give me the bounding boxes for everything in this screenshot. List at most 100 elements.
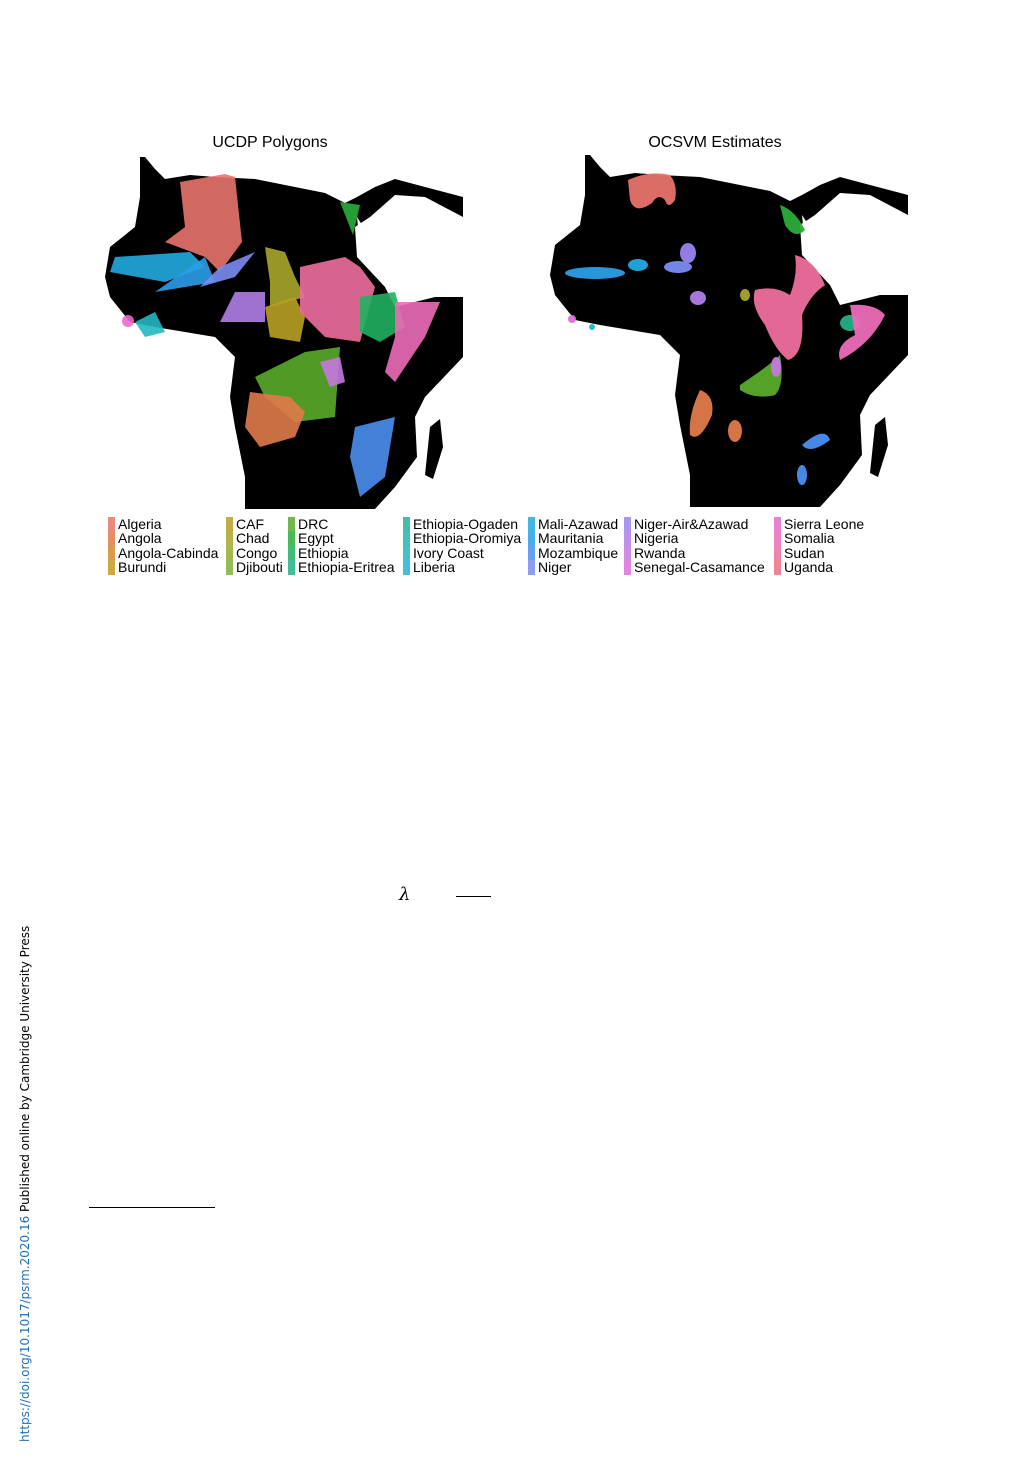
footnote-rule [89,1207,215,1208]
legend-item: CAF [226,517,283,531]
polygon-sierra-leone [122,315,134,327]
legend-swatch [774,531,781,546]
legend-label: Niger [538,559,572,576]
legend-item: Niger-Air&Azawad [624,517,765,531]
legend-column: CAF Chad Congo Djibouti [226,517,283,575]
published-note: Published online by Cambridge University… [18,925,32,1216]
legend-item: Ethiopia-Eritrea [288,560,395,575]
legend-label: Senegal-Casamance [634,559,765,576]
legend-item: Congo [226,545,283,561]
legend-item: Egypt [288,530,395,547]
legend-swatch [528,531,535,546]
legend-item: Djibouti [226,559,283,576]
legend-item: Angola [108,531,218,546]
estimate-angola [689,390,713,437]
sidebar-doi: https://doi.org/10.1017/psrm.2020.16 Pub… [18,926,32,1442]
mediterranean-sea [590,155,908,201]
panel-title-ocsvm: OCSVM Estimates [648,134,782,151]
legend-label: Uganda [784,559,834,576]
legend-label: Mozambique [538,544,619,561]
legend-label: Chad [236,530,270,547]
estimate-niger-air [680,243,696,263]
polygon-mozambique [350,417,395,497]
legend-swatch [624,531,631,546]
legend-item: Mali-Azawad [528,517,618,531]
estimate-nigeria [690,291,706,305]
polygon-egypt [340,202,360,235]
legend-item: Liberia [403,559,521,576]
legend-swatch [288,517,295,532]
legend-column: Algeria Angola Angola-Cabinda Burundi [108,517,218,575]
legend-swatch [528,560,535,575]
madagascar [870,417,888,477]
polygon-sudan [300,257,375,342]
legend-swatch [774,560,781,575]
polygon-algeria [165,174,242,272]
legend-label: DRC [298,516,329,532]
polygon-angola [245,392,305,447]
madagascar [425,419,443,479]
legend-item: Burundi [108,560,218,575]
legend-swatch [288,531,295,546]
legend-item: Mauritania [528,530,618,547]
doi-link[interactable]: https://doi.org/10.1017/psrm.2020.16 [18,1215,32,1442]
polygon-liberia [135,312,165,337]
estimate-somalia [839,304,885,360]
legend-item: Angola-Cabinda [108,545,218,560]
legend-swatch [403,560,410,575]
legend-label: Niger-Air&Azawad [634,516,749,532]
legend-swatch [288,560,295,575]
estimate-egypt [780,205,805,234]
figure-legend: Algeria Angola Angola-Cabinda Burundi CAF Cha… [108,517,908,577]
estimate-chad [740,289,750,301]
estimate-mauritania [565,267,625,279]
map-ocsvm-estimates [540,155,908,507]
legend-label: CAF [236,516,264,532]
polygon-niger [200,252,255,287]
map-ucdp-polygons [95,157,463,509]
legend-swatch [528,545,535,561]
legend-label: Algeria [118,516,162,532]
legend-label: Sierra Leone [784,516,865,532]
legend-item: Chad [226,530,283,547]
legend-swatch [403,545,410,561]
estimate-mozambique-2 [797,465,807,485]
polygon-uganda [320,357,345,387]
legend-label: Ethiopia [298,544,349,561]
legend-label: Sudan [784,544,825,561]
legend-item: Ethiopia [288,544,395,561]
legend-item: Mozambique [528,544,619,561]
legend-item: Niger [528,559,618,576]
mediterranean-sea [145,157,463,203]
legend-item: Sierra Leone [774,517,864,531]
legend-label: Mauritania [538,530,604,547]
legend-label: Mali-Azawad [538,516,619,532]
legend-column: Ethiopia-Ogaden Ethiopia-Oromiya Ivory Coa… [403,517,521,575]
legend-item: Senegal-Casamance [624,559,765,576]
legend-swatch [774,545,781,561]
legend-item: Uganda [774,559,864,576]
polygon-ethiopia [360,292,405,342]
legend-swatch [226,545,233,561]
africa-landmass [550,155,908,507]
estimate-mozambique [802,433,830,449]
legend-label: Rwanda [634,544,686,561]
legend-swatch [774,517,781,532]
legend-item: DRC [288,517,395,531]
legend-item: Rwanda [624,544,765,561]
estimate-angola-2 [728,420,742,442]
legend-label: Liberia [413,559,456,576]
legend-label: Egypt [298,530,334,547]
legend-item: Nigeria [624,531,765,546]
legend-swatch [108,517,115,532]
legend-label: Djibouti [236,559,283,576]
legend-swatch [108,531,115,546]
lambda-symbol: λ [399,884,411,905]
estimate-senegal [568,315,576,323]
panel-title-ucdp: UCDP Polygons [212,134,328,151]
legend-label: Ivory Coast [413,544,484,561]
legend-item: Ethiopia-Ogaden [403,517,521,531]
polygon-chad [265,247,305,307]
legend-column: DRC Egypt Ethiopia Ethiopia-Eritrea [288,517,395,575]
estimate-niger [664,261,692,273]
